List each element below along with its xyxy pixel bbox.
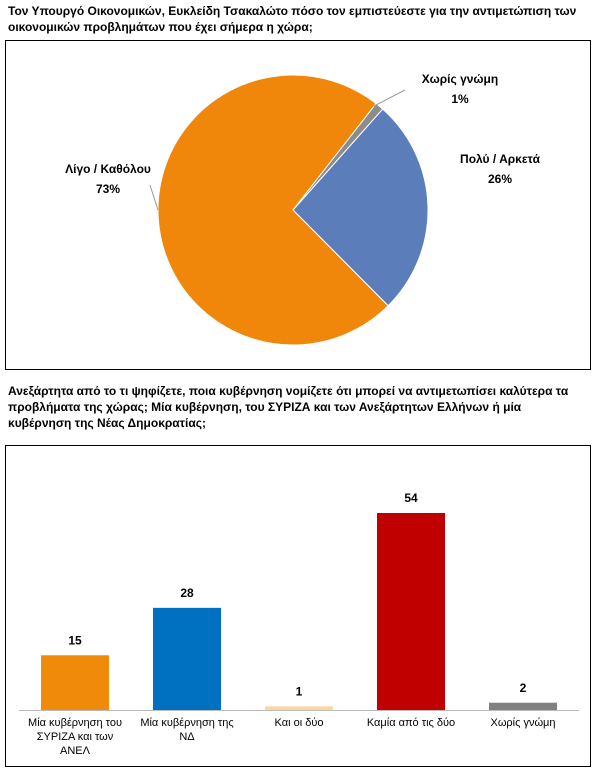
bar-frame <box>5 445 591 767</box>
x-tick-label: Και οι δύο <box>274 717 324 729</box>
bar-value-label: 15 <box>68 633 82 647</box>
bar-title: Ανεξάρτητα από το τι ψηφίζετε, ποια κυβέ… <box>8 384 569 430</box>
leader-line <box>149 184 159 211</box>
x-tick-label: Χωρίς γνώμη <box>490 717 556 729</box>
bar-value-label: 54 <box>404 491 418 505</box>
bar <box>41 655 109 710</box>
bar-value-label: 1 <box>296 685 303 699</box>
x-tick-label: Μία κυβέρνηση της ΝΔ <box>140 717 234 743</box>
bar-value-label: 2 <box>520 681 527 695</box>
slice-label: Λίγο / Καθόλου <box>65 162 151 176</box>
pie-title: Τον Υπουργό Οικονομικών, Ευκλείδη Τσακαλ… <box>8 4 577 34</box>
slice-label: Χωρίς γνώμη <box>422 72 498 86</box>
slice-value-label: 26% <box>488 172 512 186</box>
pie-slice <box>292 102 384 211</box>
x-tick-label: Μία κυβέρνηση του ΣΥΡΙΖΑ και των ΑΝΕΛ <box>28 717 122 757</box>
slice-label: Πολύ / Αρκετά <box>460 152 541 166</box>
pie-slice <box>157 74 389 346</box>
bar <box>377 513 445 710</box>
bar <box>265 706 333 710</box>
bar-value-label: 28 <box>180 586 194 600</box>
slice-value-label: 1% <box>451 92 469 106</box>
x-tick-label: Καμία από τις δύο <box>366 717 456 729</box>
leader-line <box>373 89 406 107</box>
bar <box>153 607 221 710</box>
slice-value-label: 73% <box>96 182 120 196</box>
pie-slice <box>292 108 429 307</box>
bar <box>489 702 557 710</box>
